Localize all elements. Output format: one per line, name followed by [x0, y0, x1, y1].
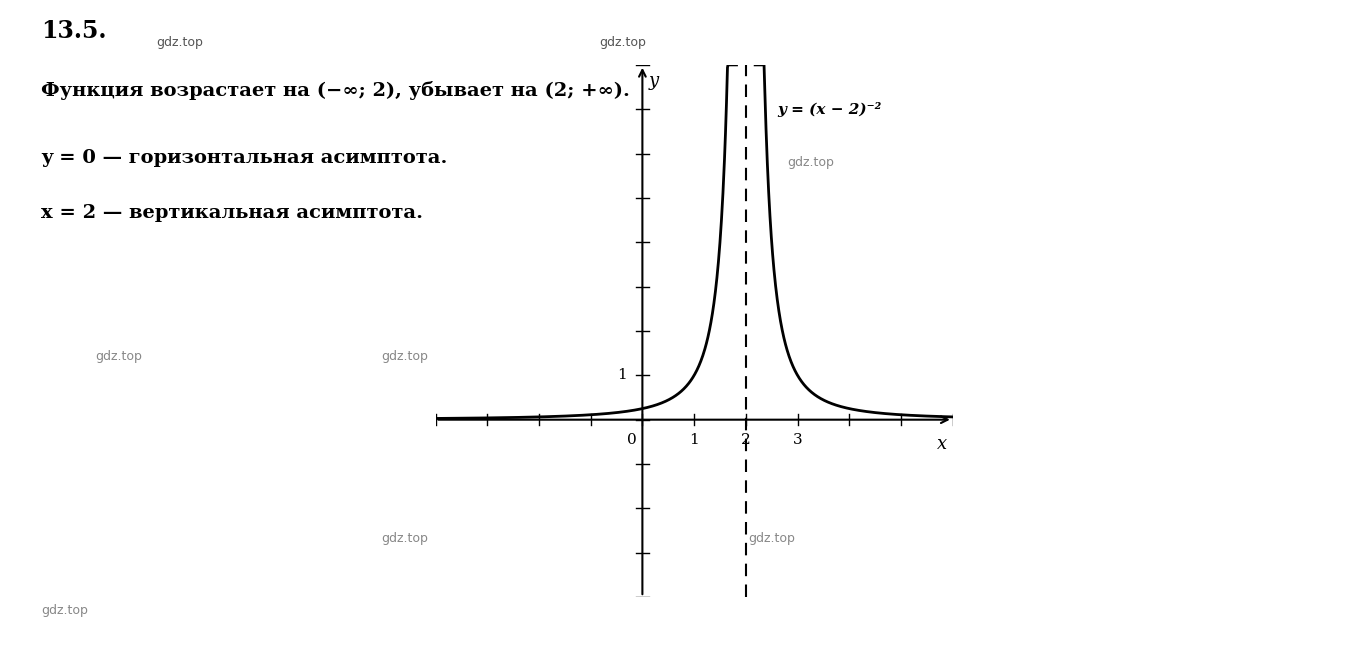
Text: gdz.top: gdz.top [599, 36, 645, 49]
Text: gdz.top: gdz.top [95, 350, 142, 363]
Text: 3: 3 [792, 433, 803, 447]
Text: x: x [938, 435, 947, 453]
Text: y = (x − 2)⁻²: y = (x − 2)⁻² [777, 102, 881, 117]
Text: 13.5.: 13.5. [41, 19, 106, 43]
Text: 0: 0 [627, 433, 637, 447]
Text: 2: 2 [740, 433, 751, 447]
Text: 1: 1 [689, 433, 700, 447]
Text: gdz.top: gdz.top [787, 156, 834, 169]
Text: x = 2 — вертикальная асимптота.: x = 2 — вертикальная асимптота. [41, 204, 423, 223]
Text: gdz.top: gdz.top [381, 532, 427, 545]
Text: gdz.top: gdz.top [157, 36, 203, 49]
Text: gdz.top: gdz.top [41, 604, 87, 617]
Text: Функция возрастает на (−∞; 2), убывает на (2; +∞).: Функция возрастает на (−∞; 2), убывает н… [41, 81, 630, 100]
Text: gdz.top: gdz.top [381, 350, 427, 363]
Text: 1: 1 [617, 369, 627, 382]
Text: y = 0 — горизонтальная асимптота.: y = 0 — горизонтальная асимптота. [41, 149, 448, 167]
Text: gdz.top: gdz.top [749, 532, 795, 545]
Text: y: y [649, 71, 659, 90]
